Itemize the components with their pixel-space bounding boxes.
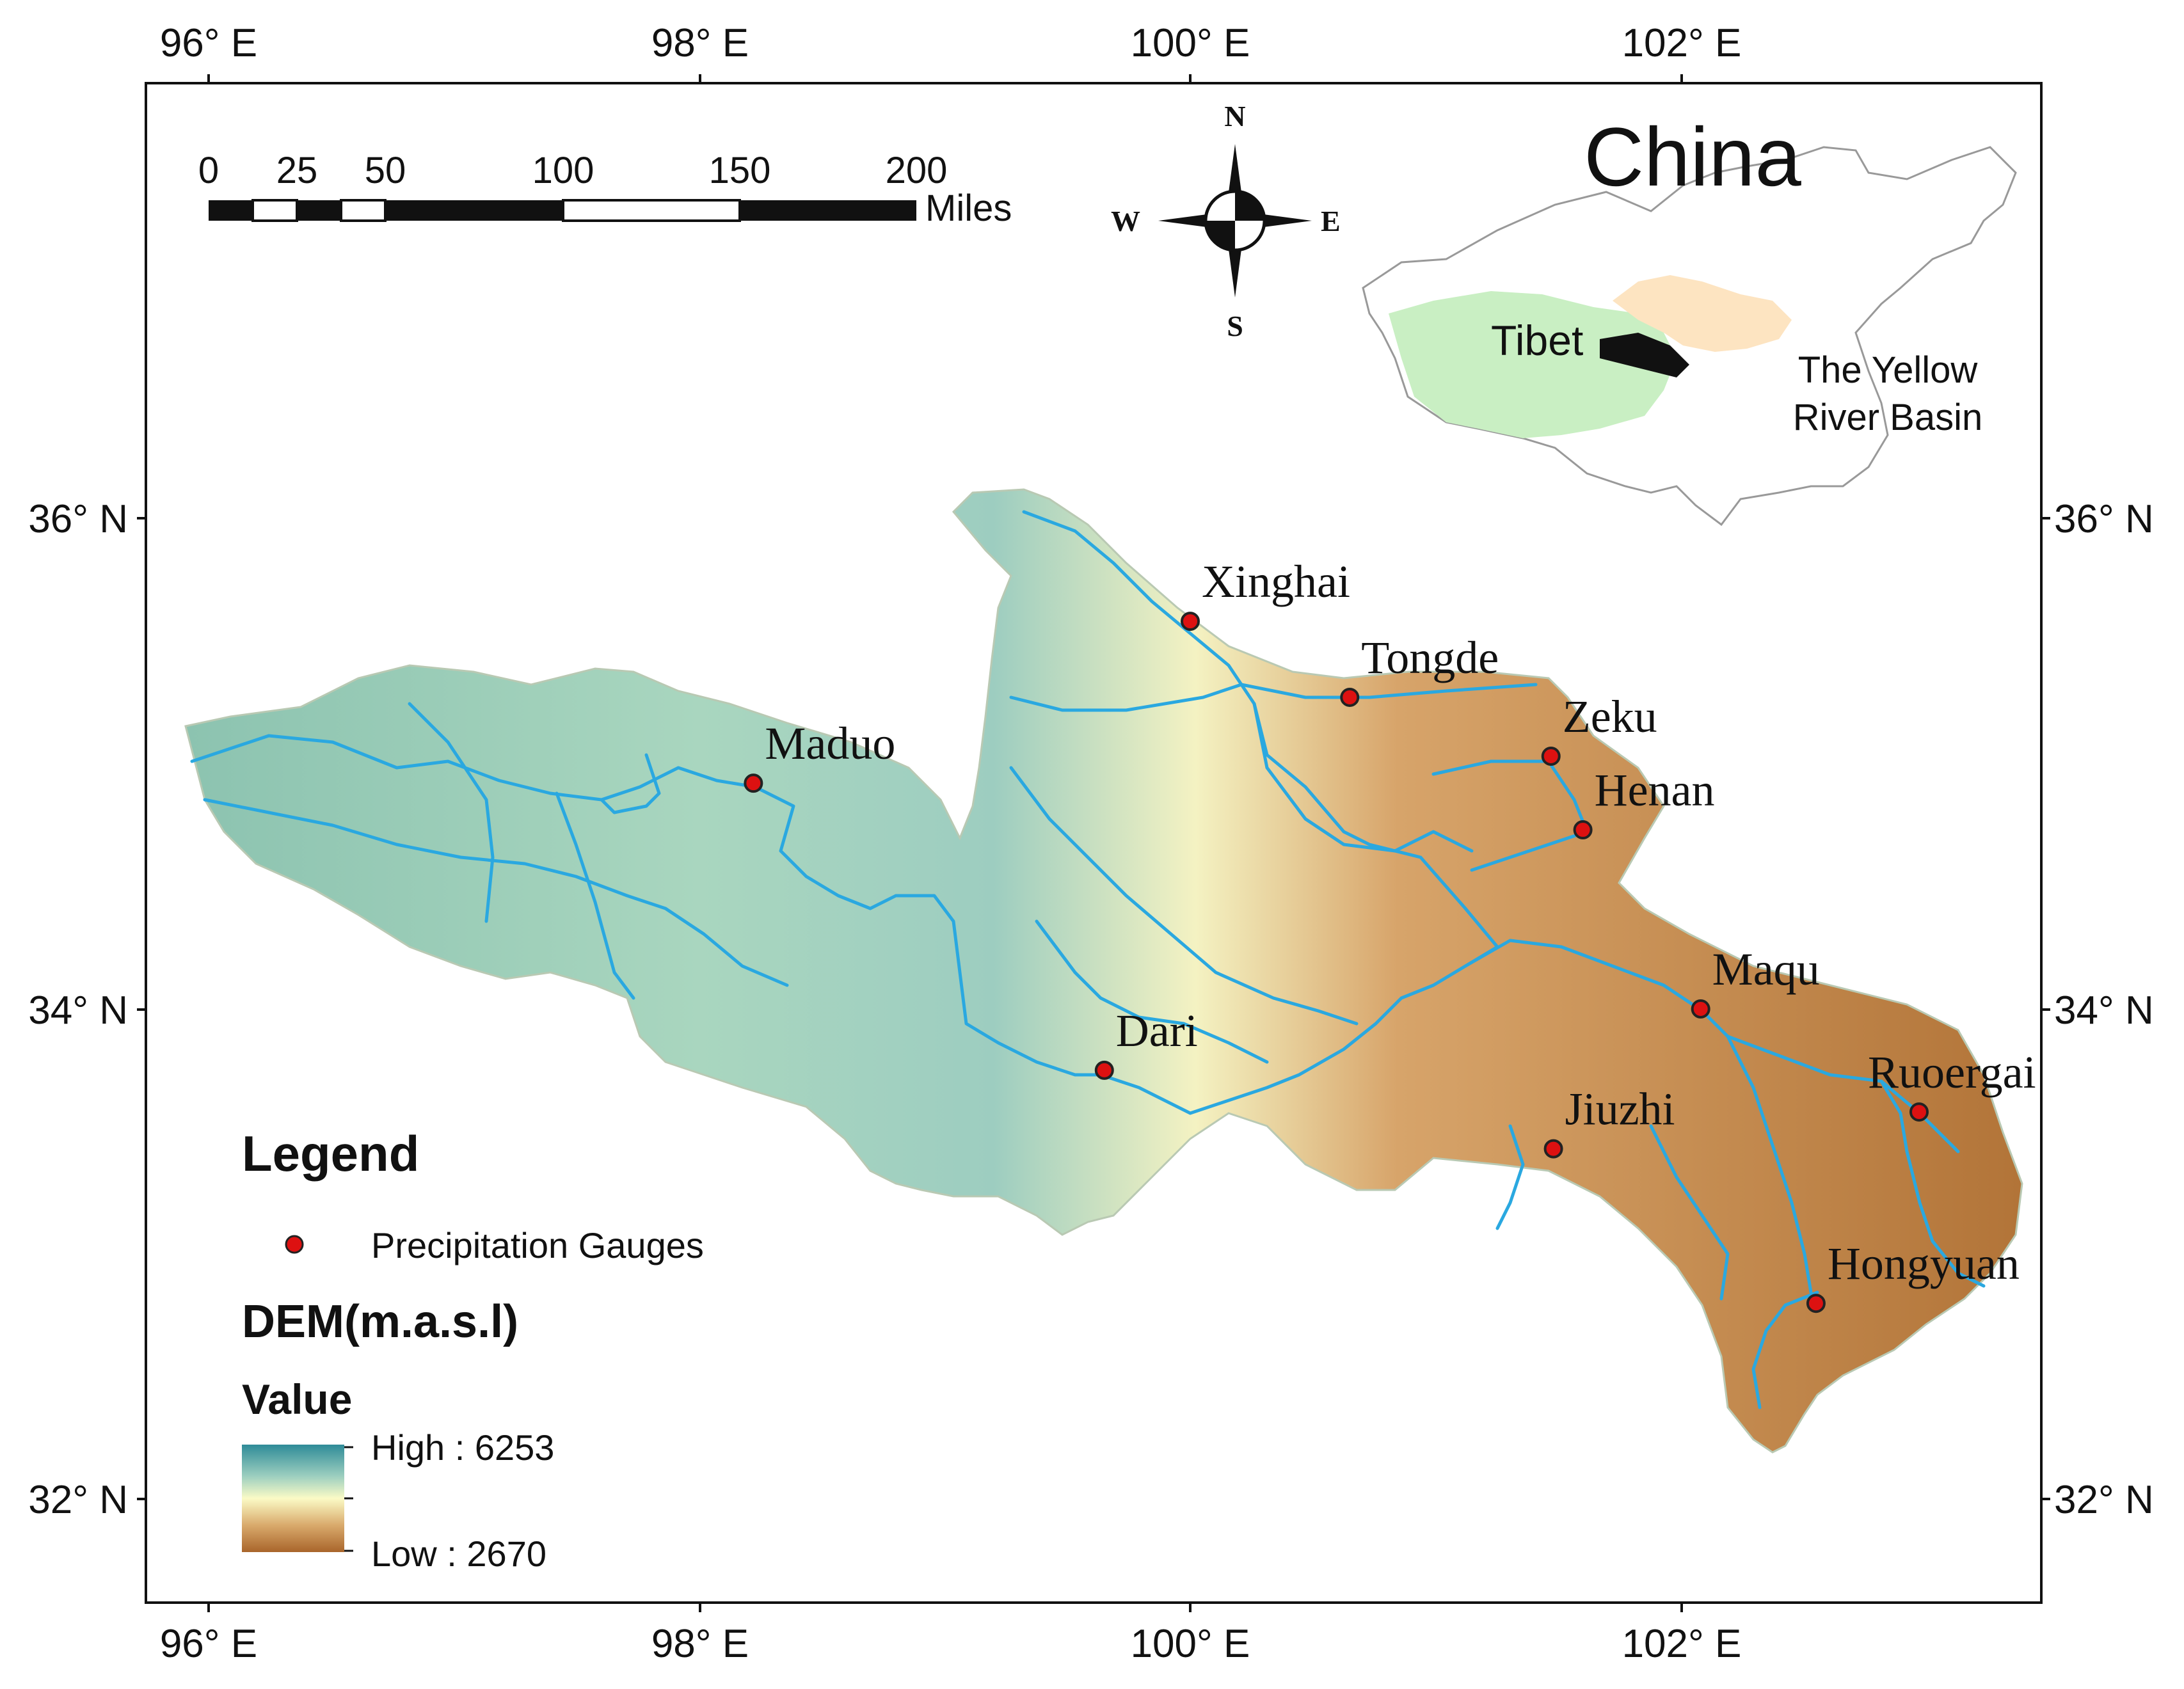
station-marker-maqu [1691,999,1710,1019]
river-west-3 [555,791,635,1000]
lon-label-102: 102° E [1622,21,1742,65]
basin-dem [184,488,2023,1454]
scale-tick-25: 25 [276,150,318,191]
legend-color-ramp [242,1445,344,1552]
river-mid-1 [1009,766,1359,1026]
station-marker-tongde [1340,687,1360,707]
river-north-2 [1252,702,1474,853]
compass-e: E [1321,205,1341,237]
station-label-henan: Henan [1595,765,1715,816]
legend-value-title: Value [242,1376,352,1423]
station-label-xinghai: Xinghai [1202,556,1350,607]
station-label-maqu: Maqu [1712,944,1820,995]
longitude-labels-top: 96° E 98° E 100° E 102° E [160,21,1742,65]
compass-n: N [1224,100,1245,132]
river-south-2 [1726,1035,1960,1154]
legend-low-label: Low : 2670 [371,1534,546,1574]
station-marker-maduo [744,773,763,793]
lon-label-96: 96° E [160,21,257,65]
longitude-labels-bottom: 96° E 98° E 100° E 102° E [160,1622,1742,1666]
legend-title: Legend [242,1125,419,1182]
tibet-region [1389,291,1677,438]
latitude-labels-right: 36° N 34° N 32° N [2054,497,2154,1522]
station-marker-ruoergai [1909,1102,1929,1122]
north-arrow-icon: N S W E [1111,100,1341,342]
lon-label-102-bottom: 102° E [1622,1622,1742,1666]
graticule-ticks [137,74,2050,1612]
inset-basin-label-1: The Yellow [1798,349,1979,391]
inset-title: China [1584,110,1801,203]
station-marker-jiuzhi [1543,1139,1563,1159]
river-zeku [1431,759,1589,872]
lon-label-96-bottom: 96° E [160,1622,257,1666]
study-area-region [1600,333,1689,377]
legend-high-label: High : 6253 [371,1427,554,1468]
rivers [190,510,1986,1409]
station-label-ruoergai: Ruoergai [1868,1047,2036,1098]
station-label-dari: Dari [1116,1005,1198,1056]
lon-label-98: 98° E [651,21,749,65]
river-mid-2 [1035,919,1269,1064]
lat-label-32: 32° N [28,1478,128,1522]
lat-label-36: 36° N [28,497,128,541]
yellow-river-basin-region [1613,275,1792,352]
latitude-labels-left: 36° N 34° N 32° N [28,497,128,1522]
lat-label-34-right: 34° N [2054,988,2154,1033]
map-frame [145,82,2043,1604]
river-west-1 [203,798,789,987]
legend: Legend Precipitation Gauges DEM(m.a.s.l)… [242,1125,704,1574]
lat-label-32-right: 32° N [2054,1478,2154,1522]
scale-unit: Miles [925,187,1012,229]
river-west-2 [408,702,495,923]
river-south-1 [1649,1124,1730,1301]
station-label-zeku: Zeku [1563,691,1657,742]
legend-gauge-label: Precipitation Gauges [371,1225,704,1265]
station-label-tongde: Tongde [1361,632,1499,683]
lat-label-34: 34° N [28,988,128,1033]
station-label-hongyuan: Hongyuan [1828,1238,2020,1289]
river-north-1 [1009,683,1538,712]
lon-label-98-bottom: 98° E [651,1622,749,1666]
station-label-maduo: Maduo [765,718,895,769]
station-marker-xinghai [1181,612,1200,631]
scale-tick-50: 50 [365,150,406,191]
lon-label-100-bottom: 100° E [1131,1622,1250,1666]
lat-label-36-right: 36° N [2054,497,2154,541]
station-marker-henan [1573,820,1593,840]
scale-tick-0: 0 [198,150,219,191]
legend-gauge-symbol [285,1235,304,1254]
scale-tick-200: 200 [886,150,948,191]
inset-tibet-label: Tibet [1491,317,1583,364]
river-west-4 [600,753,661,814]
inset-china: China Tibet The Yellow River Basin [1362,110,2017,527]
compass-w: W [1111,205,1140,237]
station-marker-hongyuan [1806,1294,1826,1313]
scale-tick-150: 150 [709,150,771,191]
yellow-river-main [190,510,1499,1115]
inset-basin-label-2: River Basin [1793,397,1983,438]
station-label-jiuzhi: Jiuzhi [1565,1084,1675,1135]
river-hongyuan [1751,1290,1819,1409]
legend-dem-title: DEM(m.a.s.l) [242,1296,518,1347]
compass-s: S [1227,310,1243,342]
lon-label-100: 100° E [1131,21,1250,65]
river-ruoergai [1879,1079,1986,1288]
scale-bar: 0 25 50 100 150 200 Miles [198,150,1012,229]
scale-tick-100: 100 [532,150,594,191]
station-marker-dari [1094,1060,1114,1080]
river-jiuzhi [1495,1124,1525,1230]
station-marker-zeku [1541,746,1561,766]
